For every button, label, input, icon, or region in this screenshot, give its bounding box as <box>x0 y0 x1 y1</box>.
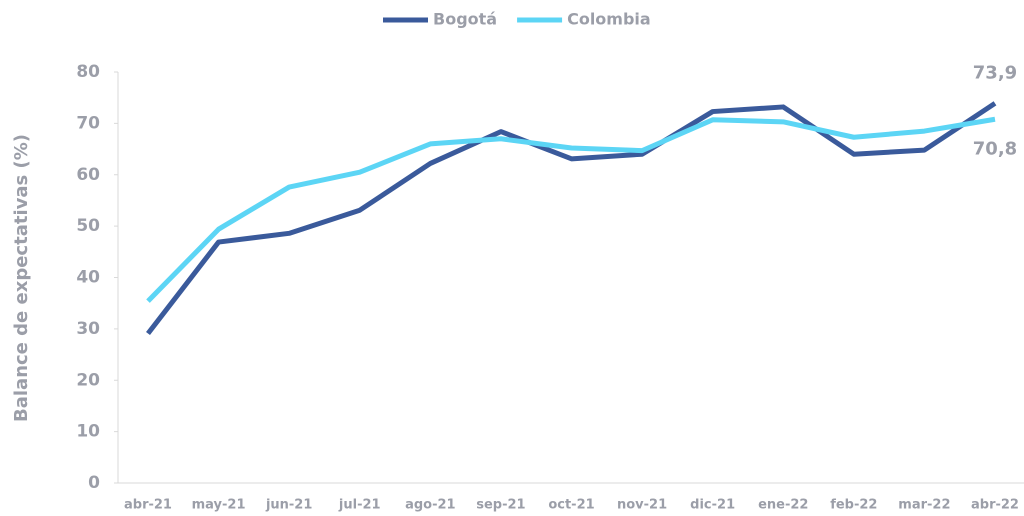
y-tick-label: 80 <box>76 62 100 82</box>
x-tick-label: abr-22 <box>971 498 1019 513</box>
y-tick-label: 60 <box>76 165 100 185</box>
y-tick-label: 0 <box>88 473 100 493</box>
x-tick-label: mar-22 <box>898 498 950 513</box>
y-axis-label: Balance de expectativas (%) <box>11 134 32 422</box>
data-label: 73,9 <box>973 62 1017 83</box>
series-line <box>146 116 996 303</box>
x-tick-label: ago-21 <box>405 498 456 513</box>
y-tick-label: 10 <box>76 422 100 442</box>
data-label: 70,8 <box>973 138 1017 159</box>
x-tick-label: sep-21 <box>476 498 525 513</box>
x-tick-label: abr-21 <box>124 498 172 513</box>
x-tick-label: jun-21 <box>265 498 312 513</box>
y-tick-label: 50 <box>76 216 100 236</box>
legend-label: Colombia <box>567 10 651 29</box>
y-tick-label: 20 <box>76 370 100 390</box>
x-tick-label: feb-22 <box>830 498 877 513</box>
x-tick-label: oct-21 <box>548 498 594 513</box>
x-tick-label: ene-22 <box>758 498 808 513</box>
x-tick-label: may-21 <box>192 498 246 513</box>
x-tick-label: jul-21 <box>338 498 381 513</box>
y-tick-label: 30 <box>76 319 100 339</box>
y-tick-label: 40 <box>76 268 100 288</box>
x-tick-label: dic-21 <box>690 498 735 513</box>
x-tick-label: nov-21 <box>617 498 667 513</box>
legend-label: Bogotá <box>433 10 497 29</box>
series-line <box>146 101 997 336</box>
y-tick-label: 70 <box>76 113 100 133</box>
